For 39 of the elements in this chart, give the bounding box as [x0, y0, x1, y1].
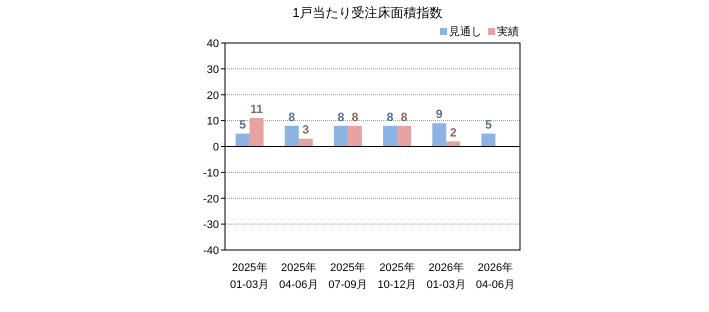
bar [383, 126, 398, 146]
data-label: 5 [239, 118, 246, 132]
bar [334, 126, 348, 146]
x-tick-label: 2025年 01-03月 [230, 262, 270, 291]
bar [481, 134, 496, 146]
data-label: 8 [386, 110, 394, 124]
legend-label: 見通し [449, 25, 482, 38]
y-tick-label: -30 [203, 219, 219, 232]
bar [348, 126, 362, 146]
data-label: 8 [338, 110, 345, 124]
data-label: 11 [250, 102, 264, 116]
data-label: 9 [436, 107, 443, 122]
x-tick-label: 2026年 01-03月 [426, 262, 466, 291]
x-tick-label: 2026年 04-06月 [476, 262, 515, 291]
data-label: 8 [288, 110, 296, 124]
y-tick-label: -10 [203, 167, 219, 180]
y-tick-label: 40 [206, 38, 219, 50]
y-tick-label: 20 [206, 90, 219, 102]
bar [250, 118, 264, 146]
x-tick-label: 2025年 04-06月 [279, 262, 318, 291]
data-label: 5 [485, 118, 492, 132]
bar [298, 138, 313, 146]
y-tick-label: 30 [206, 64, 219, 76]
data-label: 8 [400, 110, 408, 124]
data-label: 2 [450, 125, 457, 140]
x-tick-label: 2025年 07-09月 [328, 262, 368, 291]
y-tick-label: 10 [206, 116, 219, 128]
bar [236, 134, 250, 146]
bar [284, 126, 299, 146]
y-tick-label: 0 [212, 142, 219, 154]
bar [432, 123, 446, 146]
y-tick-label: -20 [203, 193, 219, 206]
data-label: 3 [302, 122, 310, 137]
chart-title: 1戸当たり受注床面積指数 [292, 5, 443, 20]
x-tick-label: 2025年 10-12月 [378, 262, 417, 291]
bar [397, 126, 412, 146]
y-tick-label: -40 [203, 245, 219, 257]
legend-label: 実績 [497, 25, 519, 38]
data-label: 8 [352, 110, 359, 124]
